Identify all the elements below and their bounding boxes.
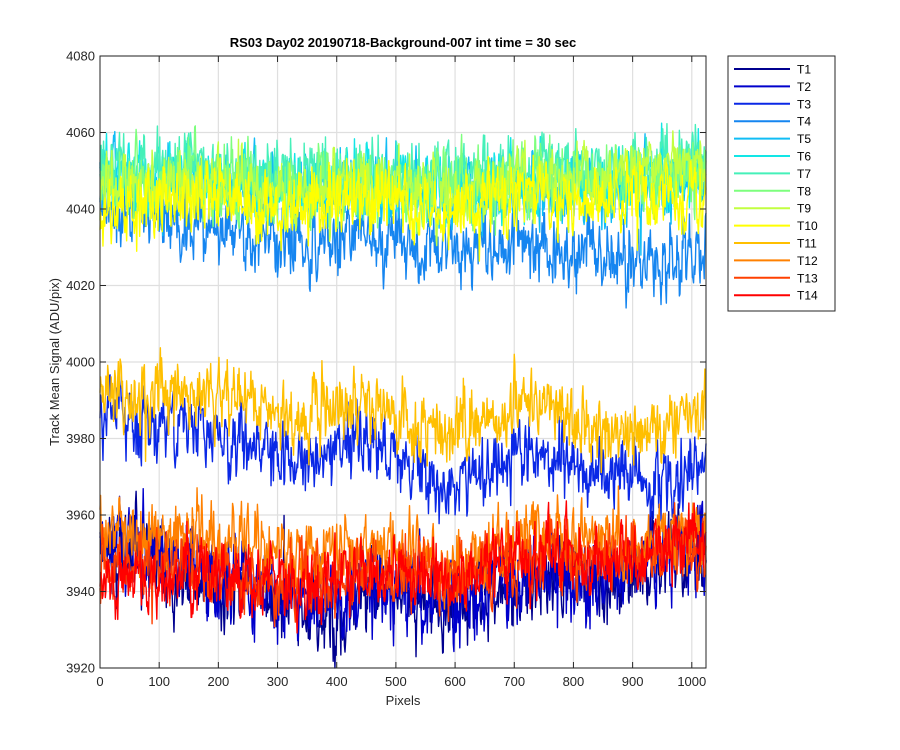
legend-label: T7: [797, 167, 811, 181]
legend-label: T5: [797, 132, 811, 146]
legend-label: T9: [797, 202, 811, 216]
x-tick-label: 600: [444, 674, 466, 689]
x-tick-label: 400: [326, 674, 348, 689]
y-tick-label: 3980: [66, 431, 95, 446]
legend-label: T2: [797, 80, 811, 94]
x-tick-label: 1000: [677, 674, 706, 689]
y-tick-label: 4080: [66, 49, 95, 64]
chart-title: RS03 Day02 20190718-Background-007 int t…: [230, 35, 577, 50]
y-axis-title: Track Mean Signal (ADU/pix): [47, 278, 62, 446]
legend-label: T14: [797, 289, 818, 303]
legend-label: T1: [797, 63, 811, 77]
x-tick-label: 200: [208, 674, 230, 689]
y-tick-label: 4060: [66, 125, 95, 140]
x-tick-label: 900: [622, 674, 644, 689]
legend-label: T6: [797, 150, 811, 164]
x-axis-title: Pixels: [386, 693, 421, 708]
series-line-t11: [99, 347, 707, 474]
legend-box: [727, 55, 836, 312]
y-tick-label: 4020: [66, 278, 95, 293]
y-tick-label: 3920: [66, 661, 95, 676]
series-line-t4: [99, 179, 707, 309]
legend-label: T10: [797, 219, 818, 233]
x-tick-label: 100: [148, 674, 170, 689]
x-tick-label: 800: [563, 674, 585, 689]
legend: T1 T2 T3 T4 T5 T6 T7 T8 T9 T10 T11 T12 T13 T14: [727, 55, 836, 312]
ticks: 0 100 200 300 400 500 600 700 800 900 1000 3920 3940…: [66, 49, 706, 690]
legend-label: T3: [797, 97, 811, 111]
legend-label: T12: [797, 254, 818, 268]
series-line-t14: [99, 500, 707, 634]
y-tick-label: 4040: [66, 202, 95, 217]
y-tick-label: 3940: [66, 584, 95, 599]
x-tick-label: 500: [385, 674, 407, 689]
y-tick-label: 3960: [66, 508, 95, 523]
legend-label: T4: [797, 115, 811, 129]
legend-label: T11: [797, 237, 817, 251]
x-tick-label: 0: [96, 674, 103, 689]
series-layer: [99, 122, 707, 669]
y-tick-label: 4000: [66, 355, 95, 370]
series-line-t10: [99, 154, 707, 262]
x-tick-label: 300: [267, 674, 289, 689]
legend-label: T13: [797, 271, 818, 285]
legend-label: T8: [797, 184, 811, 198]
x-tick-label: 700: [503, 674, 525, 689]
